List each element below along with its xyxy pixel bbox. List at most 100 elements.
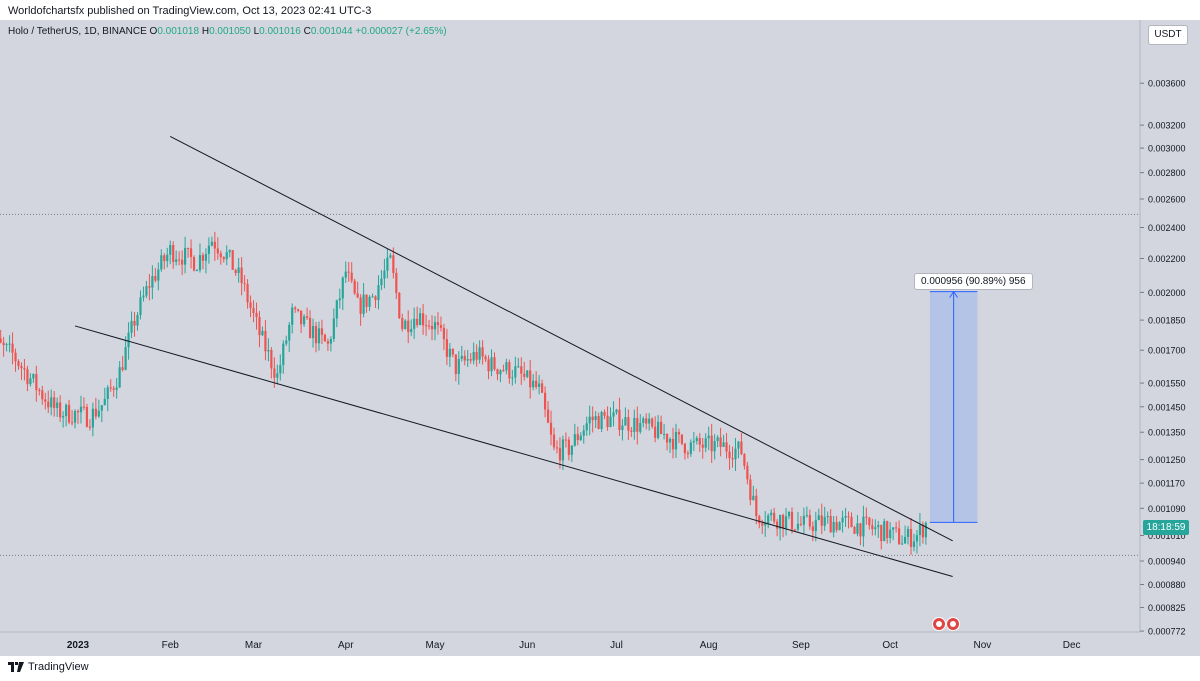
x-tick-label: Nov <box>974 640 992 651</box>
candle-body <box>695 437 698 442</box>
us-flag-event-icon[interactable] <box>946 617 960 631</box>
candle-body <box>207 245 210 254</box>
y-tick-label: 0.000880 <box>1148 580 1186 590</box>
candle-body <box>535 380 538 387</box>
tradingview-logo[interactable]: TradingView <box>8 661 89 673</box>
candle-body <box>451 348 454 355</box>
publisher-caption: Worldofchartsfx published on TradingView… <box>8 5 372 17</box>
candle-body <box>118 367 121 388</box>
candle-body <box>38 390 41 392</box>
x-tick-label: 2023 <box>67 640 90 651</box>
x-tick-label: Apr <box>338 640 354 651</box>
x-tick-label: Jul <box>610 640 623 651</box>
candle-body <box>538 383 541 387</box>
chart-area[interactable]: 0.003600 0.003200 0.003000 0.002800 0.002600… <box>0 20 1200 656</box>
candle-body <box>175 259 178 262</box>
candle-body <box>567 439 570 455</box>
candle-body <box>767 515 770 523</box>
candle-body <box>88 426 91 428</box>
candle-body <box>746 465 749 480</box>
candle-body <box>817 515 820 521</box>
x-tick-label: Mar <box>245 640 263 651</box>
candle-body <box>719 437 722 447</box>
candle-body <box>532 380 535 388</box>
legend-open-label: O <box>149 26 158 37</box>
currency-button[interactable]: USDT <box>1148 25 1188 45</box>
y-tick-label: 0.002400 <box>1148 223 1186 233</box>
candle-body <box>561 439 565 461</box>
y-tick-label: 0.000772 <box>1148 627 1186 637</box>
candle-body <box>895 527 898 529</box>
candle-body <box>776 521 779 529</box>
candle-body <box>526 370 529 377</box>
candle-body <box>490 357 493 372</box>
candle-body <box>770 512 773 516</box>
candle-body <box>710 435 713 452</box>
candle-body <box>624 417 627 426</box>
candle-body <box>231 250 234 270</box>
y-tick-label: 0.002000 <box>1148 288 1186 298</box>
trendline <box>74 325 953 577</box>
candle-body <box>543 392 547 410</box>
candle-body <box>288 324 291 341</box>
candle-body <box>14 352 17 362</box>
candle-body <box>392 255 395 273</box>
candle-body <box>326 341 329 344</box>
candle-body <box>877 525 880 528</box>
candle-body <box>740 441 743 455</box>
candle-body <box>594 416 597 421</box>
candle-body <box>305 316 309 318</box>
candle-body <box>749 479 752 500</box>
candle-body <box>11 343 14 353</box>
candle-body <box>716 437 719 442</box>
candle-body <box>53 397 56 408</box>
legend-close: 0.001044 <box>310 26 353 37</box>
candle-body <box>868 517 871 526</box>
candle-body <box>511 377 514 379</box>
candle-body <box>808 515 811 527</box>
candle-body <box>317 328 321 344</box>
candle-body <box>204 253 208 261</box>
candle-body <box>359 297 362 314</box>
us-flag-event-icon[interactable] <box>932 617 946 631</box>
candle-body <box>97 410 100 417</box>
candle-body <box>255 312 258 318</box>
candle-body <box>621 425 624 430</box>
candle-body <box>65 404 68 417</box>
candle-body <box>850 516 853 528</box>
candle-body <box>642 418 645 423</box>
candle-body <box>198 255 202 271</box>
candle-body <box>811 526 814 532</box>
candle-body <box>847 516 850 518</box>
candle-body <box>56 402 59 408</box>
candle-body <box>371 296 374 298</box>
candle-body <box>311 325 315 339</box>
candle-body <box>100 405 103 411</box>
price-chart[interactable]: 0.003600 0.003200 0.003000 0.002800 0.002600… <box>0 20 1200 656</box>
symbol-legend: Holo / TetherUS, 1D, BINANCE O0.001018 H… <box>8 26 447 37</box>
candle-body <box>395 272 398 293</box>
candle-body <box>796 523 800 530</box>
candle-body <box>347 271 350 273</box>
candle-body <box>73 411 77 423</box>
candle-body <box>889 529 892 539</box>
candle-body <box>826 515 829 518</box>
candle-body <box>163 255 166 262</box>
candle-body <box>29 378 32 385</box>
candle-body <box>773 512 776 522</box>
candle-body <box>213 241 216 249</box>
candle-body <box>469 359 472 361</box>
candle-body <box>258 317 261 336</box>
candle-body <box>154 276 157 281</box>
candle-body <box>787 511 791 517</box>
candle-body <box>5 344 8 346</box>
candle-body <box>139 297 142 315</box>
candle-body <box>912 541 916 547</box>
y-tick-label: 0.001350 <box>1148 428 1186 438</box>
candle-body <box>900 543 904 545</box>
y-tick-label: 0.003600 <box>1148 79 1186 89</box>
candle-body <box>734 448 737 460</box>
candle-body <box>579 435 582 441</box>
candle-body <box>648 418 651 424</box>
candle-body <box>261 330 264 336</box>
